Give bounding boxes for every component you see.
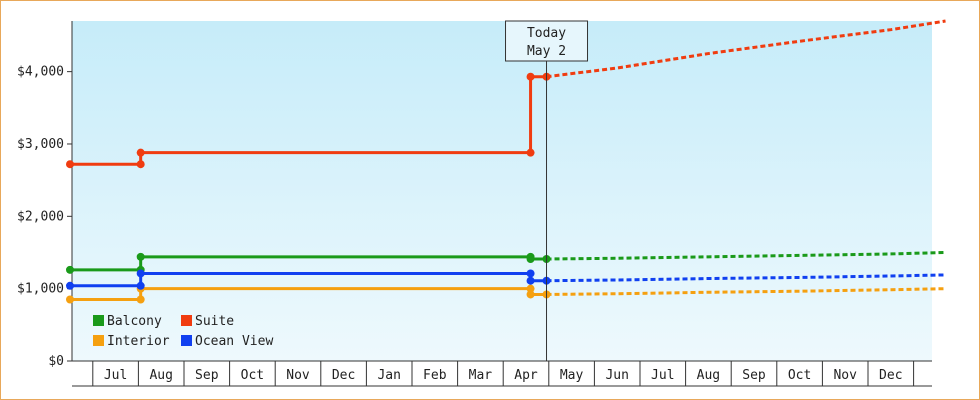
series-lines <box>66 19 946 304</box>
x-tick-label: May <box>560 368 584 383</box>
data-point <box>526 255 535 263</box>
data-point <box>136 281 145 290</box>
x-tick-label: Jun <box>605 368 628 383</box>
x-tick-label: Sep <box>742 368 766 383</box>
data-point <box>526 72 535 81</box>
x-tick-label: Oct <box>241 368 264 383</box>
x-axis: Jul Aug Sep Oct Nov Dec Jan Feb Mar Apr May Jun Jul A… <box>72 360 932 387</box>
y-tick-label: $0 <box>48 354 64 369</box>
data-point <box>526 148 535 157</box>
x-tick-label: Sep <box>195 368 219 383</box>
y-tick-label: $4,000 <box>17 65 64 80</box>
series-forecast-line <box>546 19 946 79</box>
data-point <box>526 284 535 293</box>
data-point <box>526 276 535 285</box>
x-tick-label: Dec <box>332 368 355 383</box>
data-point <box>66 160 74 169</box>
series-forecast-line <box>546 287 946 296</box>
legend-swatch-interior <box>93 335 104 346</box>
series-forecast-line <box>546 273 946 283</box>
x-tick-label: Jul <box>651 368 674 383</box>
data-point <box>136 252 145 261</box>
today-marker: Today May 2 <box>505 20 589 361</box>
plot-background <box>72 21 932 361</box>
data-point <box>526 269 535 278</box>
x-tick-label: Apr <box>514 368 538 383</box>
x-tick-label: Aug <box>697 368 720 383</box>
x-tick-label: Jul <box>104 368 127 383</box>
x-tick-label: Aug <box>149 368 172 383</box>
legend-swatch-balcony <box>93 315 104 326</box>
data-point <box>66 281 74 290</box>
x-tick-label: Mar <box>469 368 493 383</box>
today-date: May 2 <box>527 44 566 59</box>
y-axis: $0 $1,000 $2,000 $3,000 $4,000 <box>17 21 73 369</box>
data-point <box>66 265 74 274</box>
x-tick-label: Feb <box>423 368 447 383</box>
legend-label-ocean-view: Ocean View <box>195 334 273 349</box>
x-tick-label: Nov <box>833 368 857 383</box>
x-tick-label: Jan <box>377 368 400 383</box>
data-point <box>136 160 145 169</box>
data-point <box>136 148 145 157</box>
legend-label-interior: Interior <box>107 334 170 349</box>
today-label: Today <box>527 26 566 41</box>
data-point <box>526 290 535 299</box>
x-tick-label: Nov <box>286 368 310 383</box>
y-tick-label: $3,000 <box>17 137 64 152</box>
data-point <box>136 295 145 304</box>
x-tick-label: Oct <box>788 368 811 383</box>
series-suite <box>66 19 946 169</box>
x-tick-label: Dec <box>879 368 902 383</box>
series-forecast-line <box>546 250 946 261</box>
legend-label-suite: Suite <box>195 314 234 329</box>
today-box <box>505 20 589 62</box>
data-point <box>66 295 74 304</box>
legend-swatch-ocean-view <box>181 335 192 346</box>
legend-label-balcony: Balcony <box>107 314 162 329</box>
legend-swatch-suite <box>181 315 192 326</box>
y-tick-label: $2,000 <box>17 209 64 224</box>
data-point <box>136 269 145 278</box>
legend: Balcony Suite Interior Ocean View <box>93 314 273 349</box>
y-tick-label: $1,000 <box>17 282 64 297</box>
